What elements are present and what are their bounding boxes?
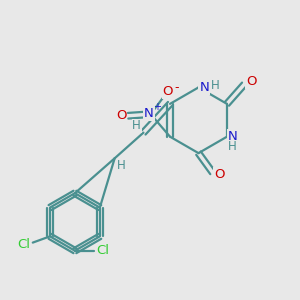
Text: Cl: Cl [97, 244, 110, 257]
Text: -: - [174, 81, 179, 94]
Text: O: O [116, 109, 127, 122]
Text: Cl: Cl [17, 238, 31, 251]
Text: O: O [214, 168, 225, 181]
Text: O: O [246, 76, 256, 88]
Text: N: N [144, 107, 154, 120]
Text: O: O [163, 85, 173, 98]
Text: N: N [199, 81, 209, 94]
Text: N: N [228, 130, 238, 143]
Text: H: H [117, 159, 126, 172]
Text: +: + [153, 102, 161, 112]
Text: H: H [210, 80, 219, 92]
Text: H: H [228, 140, 237, 153]
Text: H: H [132, 119, 141, 132]
